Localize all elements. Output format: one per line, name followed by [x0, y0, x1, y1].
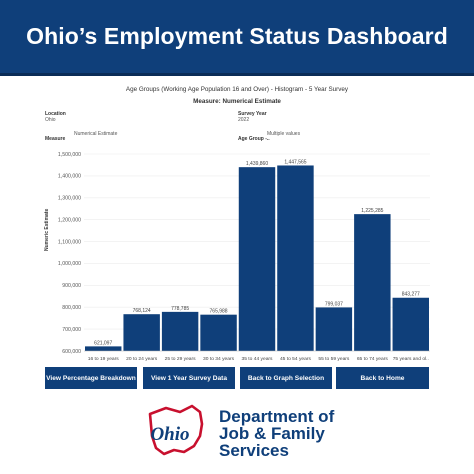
back-to-graph-selection-button[interactable]: Back to Graph Selection [240, 367, 332, 389]
dept-line-1: Department of [219, 407, 335, 426]
dashboard-header: Ohio’s Employment Status Dashboard [0, 0, 474, 76]
x-tick-label: 35 to 44 years [242, 356, 274, 362]
y-tick-label: 600,000 [62, 349, 81, 355]
location-value: Ohio [45, 117, 56, 123]
y-tick-label: 1,000,000 [58, 261, 81, 267]
bar-value-label: 799,037 [325, 301, 343, 307]
x-tick-label: 30 to 34 years [203, 356, 235, 362]
measure-label: Measure [45, 136, 66, 142]
dept-line-3: Services [219, 441, 289, 460]
bar [354, 214, 391, 351]
back-to-home-button[interactable]: Back to Home [336, 367, 429, 389]
y-tick-label: 1,300,000 [58, 196, 81, 202]
y-tick-label: 900,000 [62, 283, 81, 289]
measure-value[interactable]: Numerical Estimate [74, 131, 118, 137]
bar-value-label: 768,124 [133, 308, 151, 314]
survey-year-value: 2022 [238, 117, 250, 123]
y-tick-label: 700,000 [62, 327, 81, 333]
x-tick-label: 20 to 24 years [126, 356, 158, 362]
y-tick-label: 1,400,000 [58, 174, 81, 180]
y-tick-label: 800,000 [62, 305, 81, 311]
measure-filter-label: Measure [45, 136, 65, 142]
age-group-label: Age Group -.. [238, 136, 270, 142]
chart-subtitle: Measure: Numerical Estimate [193, 98, 281, 105]
x-tick-label: 55 to 59 years [318, 356, 350, 362]
bar [200, 314, 237, 351]
page-title: Ohio’s Employment Status Dashboard [26, 23, 448, 49]
x-tick-label: 16 to 19 years [88, 356, 120, 362]
y-tick-label: 1,200,000 [58, 217, 81, 223]
chart-title: Age Groups (Working Age Population 16 an… [125, 86, 349, 93]
bar [123, 314, 160, 351]
bar [238, 167, 276, 351]
department-name: Department of Job & Family Services [219, 408, 334, 459]
bar [85, 346, 122, 351]
bar [277, 165, 314, 351]
location-label: Location [45, 111, 66, 117]
y-tick-label: 1,100,000 [58, 239, 81, 245]
bar-value-label: 1,439,860 [246, 161, 268, 167]
dept-line-2: Job & Family [219, 424, 325, 443]
view-1-year-survey-button[interactable]: View 1 Year Survey Data [143, 367, 235, 389]
bar-value-label: 1,225,285 [361, 208, 383, 214]
x-tick-label: 65 to 74 years [357, 356, 389, 362]
y-axis-title: Numeric Estimate [44, 208, 50, 251]
x-tick-label: 75 years and ol.. [393, 356, 429, 362]
bar-value-label: 765,988 [210, 309, 228, 315]
bar [161, 311, 199, 351]
x-tick-label: 45 to 54 years [280, 356, 312, 362]
age-group-filter-label: Age Group -.. [238, 136, 270, 142]
y-tick-label: 1,500,000 [58, 152, 81, 158]
ohio-state-outline-icon: Ohio [148, 404, 204, 456]
bar-value-label: 778,785 [171, 306, 189, 312]
survey-year-label: Survey Year [238, 111, 267, 117]
bar [392, 297, 429, 351]
bar-value-label: 1,447,565 [284, 159, 306, 165]
location-filter[interactable]: Location Ohio [45, 111, 66, 123]
survey-year-filter[interactable]: Survey Year 2022 [238, 111, 267, 123]
bar-value-label: 843,277 [402, 292, 420, 298]
age-group-value[interactable]: Multiple values [267, 131, 301, 137]
ohio-logo-text: Ohio [150, 424, 189, 445]
x-tick-label: 25 to 29 years [165, 356, 197, 362]
bar [315, 307, 353, 351]
ohio-logo: Ohio [140, 402, 230, 458]
view-percentage-breakdown-button[interactable]: View Percentage Breakdown [45, 367, 137, 389]
bar-value-label: 621,097 [94, 340, 112, 346]
